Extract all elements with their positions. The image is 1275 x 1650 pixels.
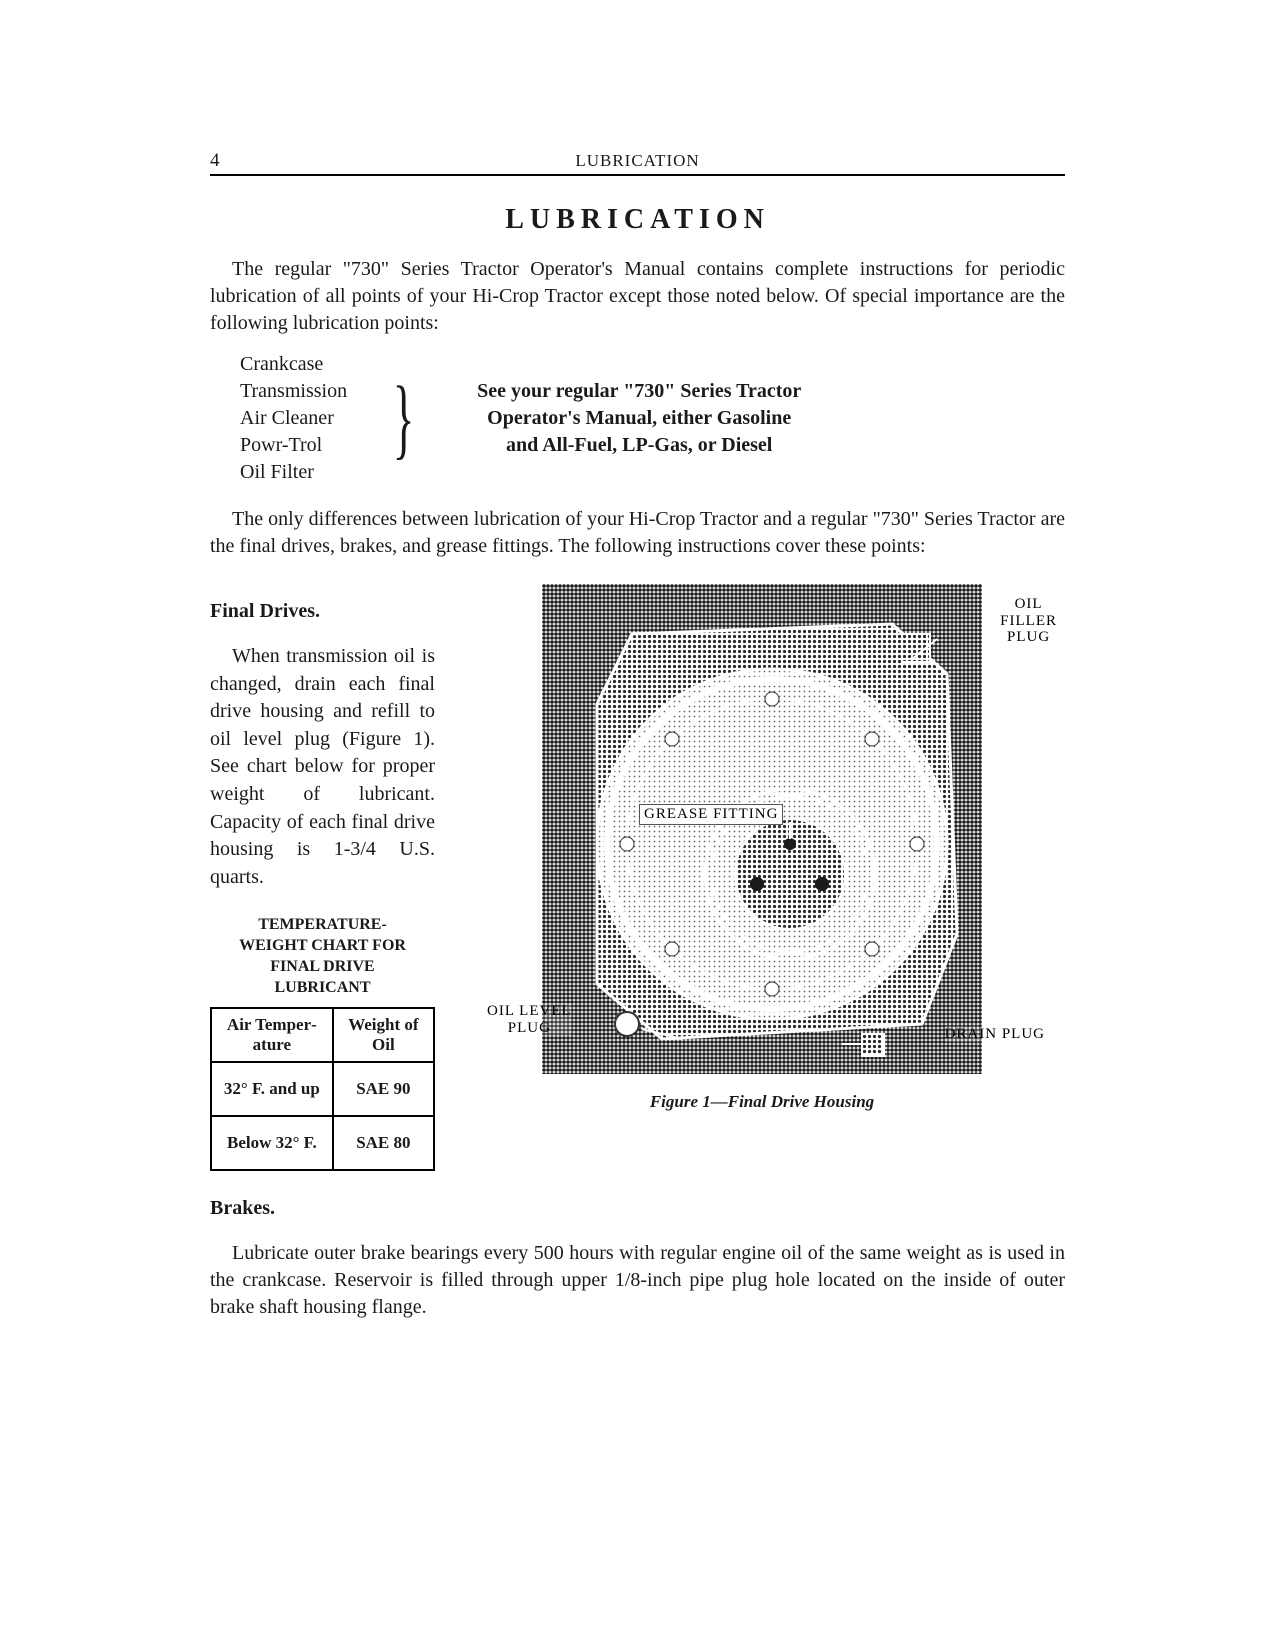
table-row: 32° F. and up SAE 90	[211, 1062, 434, 1116]
table-cell: SAE 90	[333, 1062, 434, 1116]
differences-paragraph: The only differences between lubrication…	[210, 506, 1065, 560]
final-drives-text: When transmission oil is changed, drain …	[210, 643, 435, 891]
label-oil-filler-plug: OIL FILLER PLUG	[1000, 596, 1057, 646]
chart-title: TEMPERATURE- WEIGHT CHART FOR FINAL DRIV…	[210, 915, 435, 998]
table-row: Below 32° F. SAE 80	[211, 1116, 434, 1170]
running-header: LUBRICATION	[230, 151, 1065, 171]
chart-title-line: TEMPERATURE-	[258, 916, 387, 933]
table-header: Air Temper­ature	[211, 1008, 333, 1063]
page-title: LUBRICATION	[210, 204, 1065, 236]
component-list: Crankcase Transmission Air Cleaner Powr-…	[240, 351, 380, 486]
table-header-row: Air Temper­ature Weight of Oil	[211, 1008, 434, 1063]
component-item: Crankcase	[240, 351, 380, 378]
chart-title-line: LUBRICANT	[274, 979, 370, 996]
brace-icon: }	[393, 378, 415, 459]
label-drain-plug: DRAIN PLUG	[945, 1026, 1045, 1043]
table-cell: SAE 80	[333, 1116, 434, 1170]
intro-paragraph: The regular "730" Series Tractor Operato…	[210, 256, 1065, 337]
component-item: Powr-Trol	[240, 432, 380, 459]
component-item: Air Cleaner	[240, 405, 380, 432]
brakes-heading: Brakes.	[210, 1197, 1065, 1220]
table-cell: 32° F. and up	[211, 1062, 333, 1116]
left-column: Final Drives. When transmission oil is c…	[210, 584, 435, 1171]
table-cell: Below 32° F.	[211, 1116, 333, 1170]
table-header: Weight of Oil	[333, 1008, 434, 1063]
page-header: 4 LUBRICATION	[210, 150, 1065, 176]
page-number: 4	[210, 150, 230, 172]
final-drives-heading: Final Drives.	[210, 600, 435, 623]
component-note: See your regular "730" Series Tractor Op…	[439, 378, 839, 459]
temperature-weight-table: Air Temper­ature Weight of Oil 32° F. an…	[210, 1007, 435, 1172]
note-line: Operator's Manual, either Gasoline	[439, 405, 839, 432]
label-grease-fitting: GREASE FITTING	[639, 804, 783, 825]
label-oil-level-plug: OIL LEVEL PLUG	[487, 1003, 572, 1036]
right-column: OIL FILLER PLUG GREASE FITTING OIL LEVEL…	[459, 584, 1065, 1171]
chart-title-line: FINAL DRIVE	[270, 958, 374, 975]
note-line: and All-Fuel, LP-Gas, or Diesel	[439, 432, 839, 459]
figure-1: OIL FILLER PLUG GREASE FITTING OIL LEVEL…	[459, 584, 1065, 1084]
figure-caption: Figure 1—Final Drive Housing	[459, 1092, 1065, 1112]
note-line: See your regular "730" Series Tractor	[439, 378, 839, 405]
component-item: Transmission	[240, 378, 380, 405]
two-column-section: Final Drives. When transmission oil is c…	[210, 584, 1065, 1171]
component-reference-block: Crankcase Transmission Air Cleaner Powr-…	[240, 351, 1065, 486]
chart-title-line: WEIGHT CHART FOR	[239, 937, 406, 954]
component-item: Oil Filter	[240, 459, 380, 486]
brakes-text: Lubricate outer brake bearings every 500…	[210, 1240, 1065, 1321]
